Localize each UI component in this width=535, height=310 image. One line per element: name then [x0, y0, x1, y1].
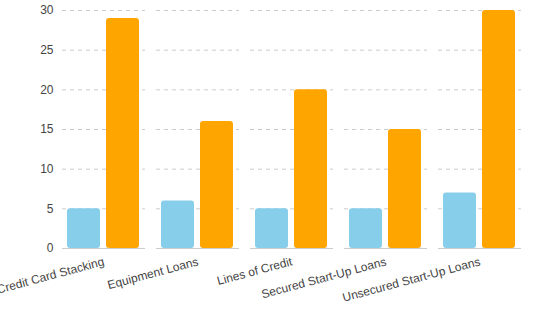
svg-text:10: 10 — [40, 162, 54, 176]
svg-text:Unsecured Start-Up Loans: Unsecured Start-Up Loans — [341, 254, 482, 304]
svg-text:Credit Card Stacking: Credit Card Stacking — [0, 254, 106, 296]
svg-text:15: 15 — [40, 122, 54, 136]
svg-text:0: 0 — [47, 241, 54, 255]
svg-text:30: 30 — [40, 3, 54, 17]
svg-text:Equipment Loans: Equipment Loans — [106, 254, 200, 292]
svg-text:5: 5 — [47, 202, 54, 216]
svg-text:Lines of Credit: Lines of Credit — [215, 254, 294, 288]
svg-text:20: 20 — [40, 83, 54, 97]
svg-text:25: 25 — [40, 43, 54, 57]
svg-text:Secured Start-Up Loans: Secured Start-Up Loans — [259, 254, 388, 302]
